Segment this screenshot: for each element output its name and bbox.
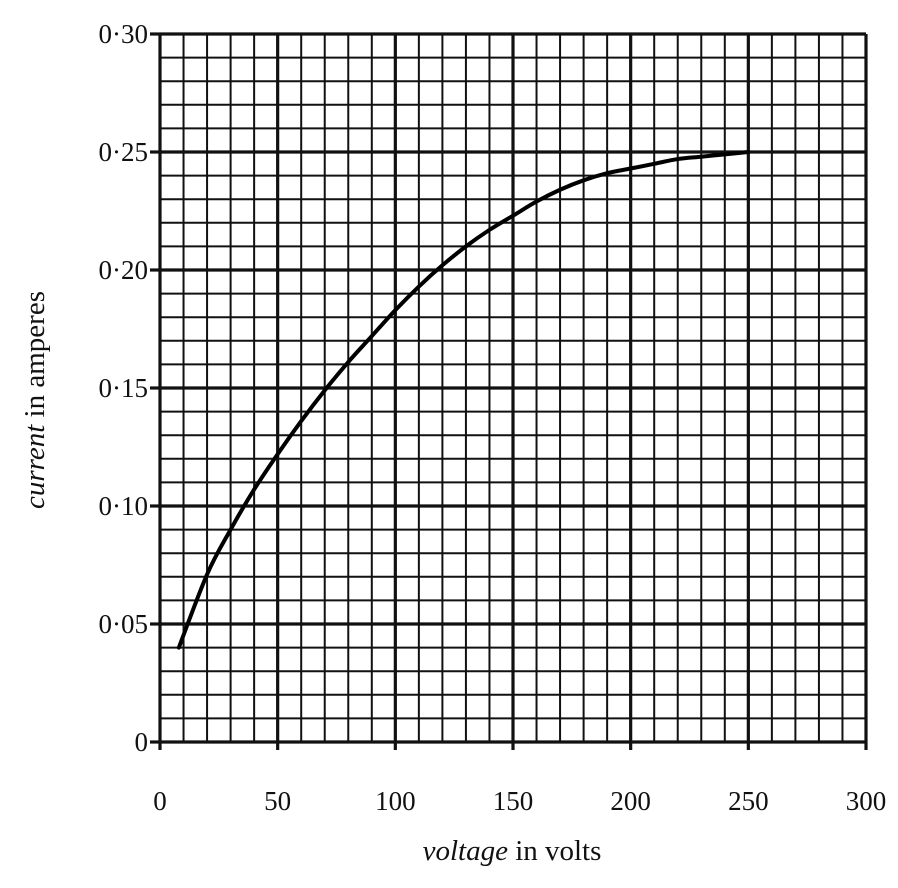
y-tick-label: 0·05 bbox=[99, 609, 149, 639]
grid bbox=[150, 32, 868, 750]
y-tick-label: 0·20 bbox=[99, 255, 149, 285]
x-tick-label: 200 bbox=[610, 786, 651, 816]
y-axis-title-rest: in amperes bbox=[19, 291, 51, 425]
tick-labels: 0 50 100 150 200 250 300 0 0·05 0·10 0·15 0·20 0·25 0… bbox=[99, 19, 887, 816]
data-series-line bbox=[176, 150, 751, 650]
y-axis-title: current in amperes bbox=[19, 291, 51, 509]
y-axis-title-italic: current bbox=[19, 424, 51, 509]
y-tick-label: 0·10 bbox=[99, 491, 149, 521]
x-tick-label: 300 bbox=[846, 786, 887, 816]
x-axis-title-rest: in volts bbox=[508, 835, 601, 867]
x-tick-label: 150 bbox=[493, 786, 534, 816]
x-axis-title-italic: voltage bbox=[423, 835, 508, 867]
y-tick-label: 0 bbox=[135, 727, 149, 757]
x-tick-label: 0 bbox=[153, 786, 167, 816]
x-tick-label: 50 bbox=[264, 786, 291, 816]
x-tick-label: 250 bbox=[728, 786, 769, 816]
y-tick-label: 0·30 bbox=[99, 19, 149, 49]
x-tick-label: 100 bbox=[375, 786, 416, 816]
x-axis-title: voltage in volts bbox=[423, 835, 602, 867]
y-tick-label: 0·15 bbox=[99, 373, 149, 403]
y-tick-label: 0·25 bbox=[99, 137, 149, 167]
curve-layer bbox=[176, 150, 751, 650]
